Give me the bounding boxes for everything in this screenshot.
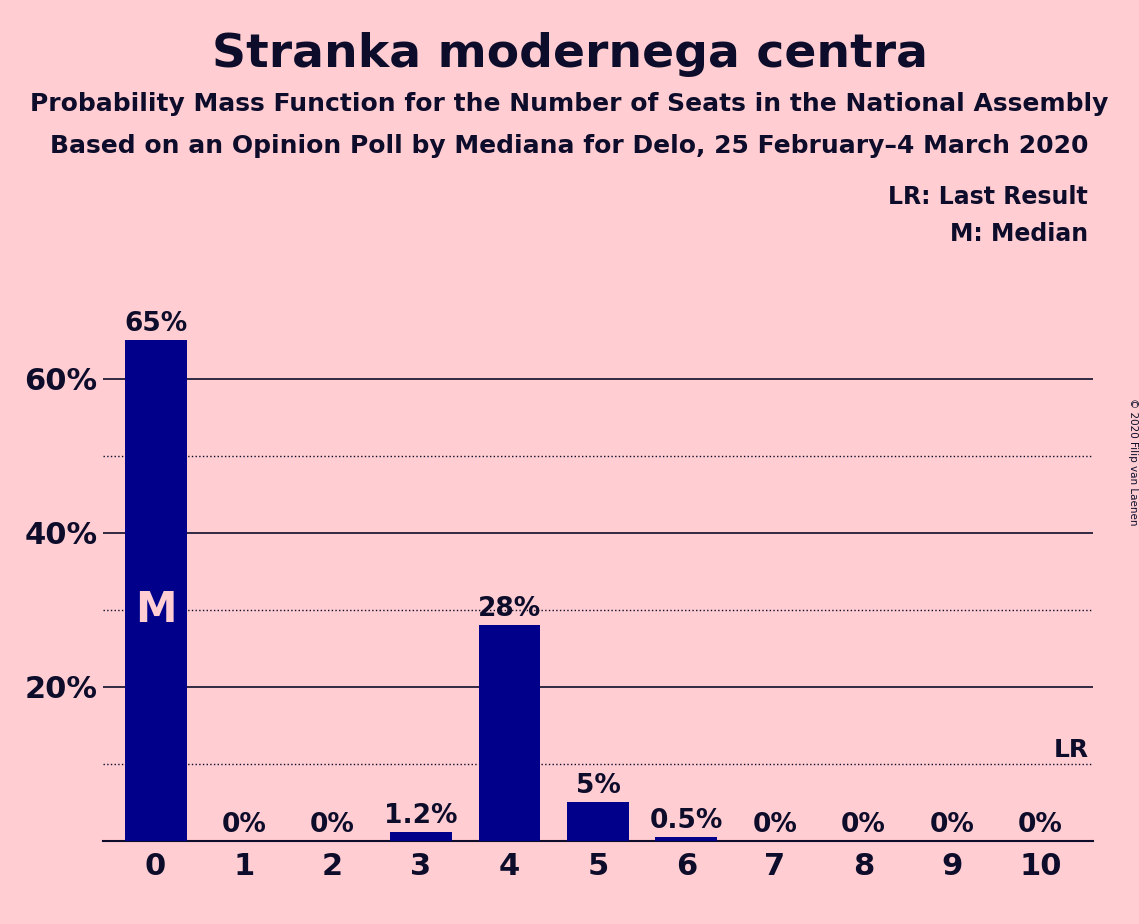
Text: LR: Last Result: LR: Last Result [888,185,1088,209]
Text: 1.2%: 1.2% [384,803,458,829]
Text: 0%: 0% [929,812,974,838]
Text: 0%: 0% [753,812,797,838]
Bar [655,837,718,841]
Text: M: Median: M: Median [950,222,1088,246]
Text: © 2020 Filip van Laenen: © 2020 Filip van Laenen [1129,398,1138,526]
Text: 0%: 0% [841,812,886,838]
Text: 65%: 65% [124,311,187,337]
Text: 0%: 0% [310,812,355,838]
Text: Probability Mass Function for the Number of Seats in the National Assembly: Probability Mass Function for the Number… [31,92,1108,116]
Text: 28%: 28% [478,596,541,622]
Text: M: M [134,589,177,631]
Text: LR: LR [1054,737,1089,761]
Bar [567,802,629,841]
Text: 0%: 0% [222,812,267,838]
Text: Stranka modernega centra: Stranka modernega centra [212,32,927,78]
Text: 5%: 5% [575,773,621,799]
Text: 0.5%: 0.5% [649,808,723,833]
Text: Based on an Opinion Poll by Mediana for Delo, 25 February–4 March 2020: Based on an Opinion Poll by Mediana for … [50,134,1089,158]
Bar [390,832,452,841]
Bar [124,340,187,841]
Text: 0%: 0% [1018,812,1063,838]
Bar [478,626,541,841]
